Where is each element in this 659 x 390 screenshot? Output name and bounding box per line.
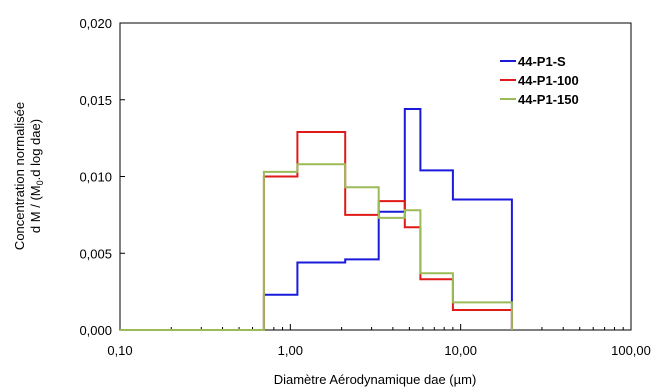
legend-label: 44-P1-100 bbox=[518, 73, 579, 88]
y-axis-ticks: 0,000 0,005 0,010 0,015 0,020 bbox=[79, 16, 125, 338]
y-axis-label-line1: Concentration normalisée bbox=[12, 102, 27, 250]
y-tick-label: 0,015 bbox=[79, 93, 112, 108]
x-axis-ticks: 0,10 1,00 10,00 100,00 bbox=[107, 324, 651, 358]
legend: 44-P1-S 44-P1-100 44-P1-150 bbox=[500, 54, 579, 107]
y-tick-label: 0,010 bbox=[79, 170, 112, 185]
y-tick-label: 0,005 bbox=[79, 246, 112, 261]
x-tick-label: 100,00 bbox=[611, 343, 651, 358]
y-axis-label: Concentration normalisée d M / (M0.d log… bbox=[12, 102, 45, 250]
x-tick-label: 10,00 bbox=[444, 343, 477, 358]
x-axis-label: Diamètre Aérodynamique dae (µm) bbox=[274, 372, 477, 387]
y-tick-label: 0,020 bbox=[79, 16, 112, 31]
y-tick-label: 0,000 bbox=[79, 323, 112, 338]
y-axis-label-line2: d M / (M0.d log dae) bbox=[28, 119, 45, 233]
series-line-44-P1-150 bbox=[120, 163, 513, 331]
plot-area bbox=[119, 22, 632, 331]
x-tick-label: 0,10 bbox=[107, 343, 132, 358]
series-layer bbox=[120, 108, 513, 331]
x-tick-label: 1,00 bbox=[278, 343, 303, 358]
legend-label: 44-P1-150 bbox=[518, 92, 579, 107]
legend-label: 44-P1-S bbox=[518, 54, 566, 69]
